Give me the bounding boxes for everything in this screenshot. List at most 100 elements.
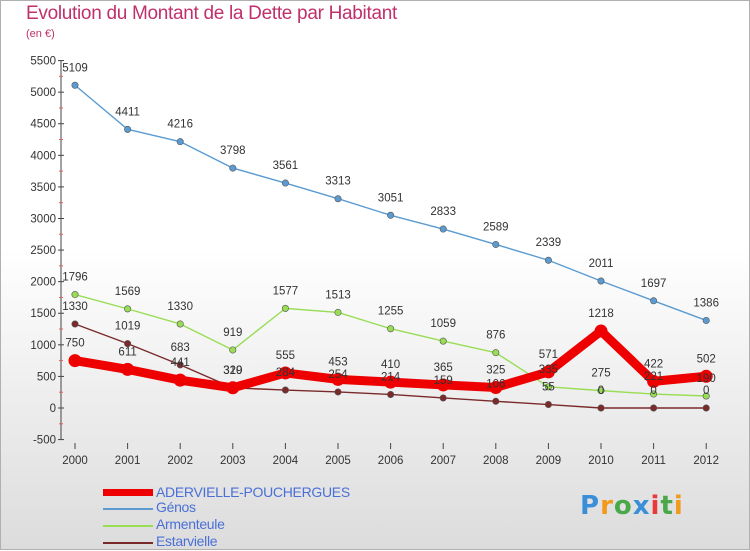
series-1-point	[650, 297, 658, 305]
series-2-label: 1513	[325, 289, 351, 301]
series-3-point	[281, 386, 289, 394]
series-3-label: 0	[598, 385, 604, 397]
y-tick-label: 3000	[30, 213, 56, 225]
series-3-point	[387, 390, 395, 398]
series-2-point	[334, 308, 342, 316]
series-3-label: 683	[171, 342, 190, 354]
series-2-label: 1796	[62, 272, 88, 284]
series-3-label: 319	[223, 365, 242, 377]
series-2-label: 190	[697, 373, 716, 385]
logo-letter: i	[650, 491, 661, 521]
series-3-point	[124, 340, 132, 348]
series-0-point	[384, 375, 398, 389]
x-tick-label: 2006	[378, 455, 404, 467]
series-3-label: 0	[650, 385, 656, 397]
series-1-label: 1697	[641, 278, 667, 290]
series-3-point	[71, 320, 79, 328]
series-0-label: 410	[381, 359, 400, 371]
series-1-label: 5109	[62, 62, 88, 74]
series-2-label: 1255	[378, 306, 404, 318]
legend-swatch-armenteule	[103, 525, 153, 527]
y-tick-label: 4000	[30, 150, 56, 162]
legend-label-armenteule: Armenteule	[156, 516, 225, 532]
series-1-point	[597, 277, 605, 285]
series-0-point	[699, 369, 713, 383]
series-0-label: 325	[486, 364, 505, 376]
series-3-point	[439, 394, 447, 402]
y-tick-label: 5500	[30, 56, 56, 68]
y-tick-label: 3500	[30, 182, 56, 194]
series-2-label: 335	[539, 364, 558, 376]
legend-swatch-estarvielle	[103, 542, 153, 544]
x-tick-label: 2001	[115, 455, 141, 467]
series-0-label: 1218	[588, 308, 614, 320]
legend-label-estarvielle: Estarvielle	[156, 533, 218, 549]
x-tick-label: 2009	[536, 455, 562, 467]
y-tick-label: 2000	[30, 277, 56, 289]
logo-letter: i	[673, 491, 684, 521]
series-2-label: 1330	[167, 301, 193, 313]
series-1-label: 1386	[693, 297, 719, 309]
series-3-label: 0	[703, 385, 709, 397]
series-1-point	[71, 81, 79, 89]
series-1-label: 4411	[115, 106, 140, 118]
series-2-point	[702, 392, 710, 400]
series-0-label: 365	[434, 362, 453, 374]
y-tick-label: 1500	[30, 308, 56, 320]
series-1-point	[439, 225, 447, 233]
series-1-point	[229, 164, 237, 172]
series-0-point	[173, 373, 187, 387]
x-tick-label: 2002	[167, 455, 193, 467]
series-3-label: 55	[542, 382, 555, 394]
series-3-label: 214	[381, 371, 401, 383]
series-2-point	[492, 349, 500, 357]
series-2-label: 919	[223, 327, 242, 339]
series-3-label: 159	[434, 375, 453, 387]
series-2-label: 1059	[430, 318, 456, 330]
series-0-point	[436, 378, 450, 392]
series-0-point	[489, 380, 503, 394]
series-1-label: 4216	[167, 119, 193, 131]
series-1-point	[702, 316, 710, 324]
series-0-point	[541, 365, 555, 379]
series-3-label: 254	[328, 369, 348, 381]
series-1-label: 3561	[273, 160, 299, 172]
x-tick-label: 2012	[693, 455, 719, 467]
series-2-label: 876	[486, 330, 505, 342]
y-tick-label: 4500	[30, 119, 56, 131]
series-3-point	[702, 404, 710, 412]
legend-label-adervielle: ADERVIELLE-POUCHERGUES	[156, 484, 350, 500]
series-0-point	[121, 362, 135, 376]
series-1-label: 3051	[378, 192, 404, 204]
series-0-point	[278, 366, 292, 380]
series-3-point	[334, 388, 342, 396]
y-tick-label: 0	[50, 403, 56, 415]
series-2-point	[387, 325, 395, 333]
series-2-point	[281, 304, 289, 312]
series-0-label: 502	[697, 353, 716, 365]
series-2-label: 1577	[273, 285, 299, 297]
series-1-point	[387, 211, 395, 219]
series-3-label: 1330	[62, 301, 88, 313]
series-2-point	[650, 390, 658, 398]
series-0-label: 571	[539, 349, 558, 361]
series-2-label: 221	[644, 371, 663, 383]
series-0-point	[647, 374, 661, 388]
series-1-label: 2589	[483, 221, 509, 233]
series-1-point	[176, 138, 184, 146]
series-0-label: 453	[328, 356, 347, 368]
series-1-label: 2833	[430, 206, 456, 218]
x-tick-label: 2010	[588, 455, 614, 467]
series-3-point	[597, 404, 605, 412]
logo-letter: o	[613, 491, 633, 521]
chart-title: Evolution du Montant de la Dette par Hab…	[26, 3, 397, 24]
x-tick-label: 2011	[641, 455, 666, 467]
series-0-label: 750	[65, 338, 84, 350]
chart-unit: (en €)	[26, 28, 55, 40]
logo-letter: t	[660, 491, 674, 521]
series-1-label: 2011	[589, 258, 614, 270]
series-2-point	[71, 291, 79, 299]
series-2-label: 275	[591, 368, 610, 380]
